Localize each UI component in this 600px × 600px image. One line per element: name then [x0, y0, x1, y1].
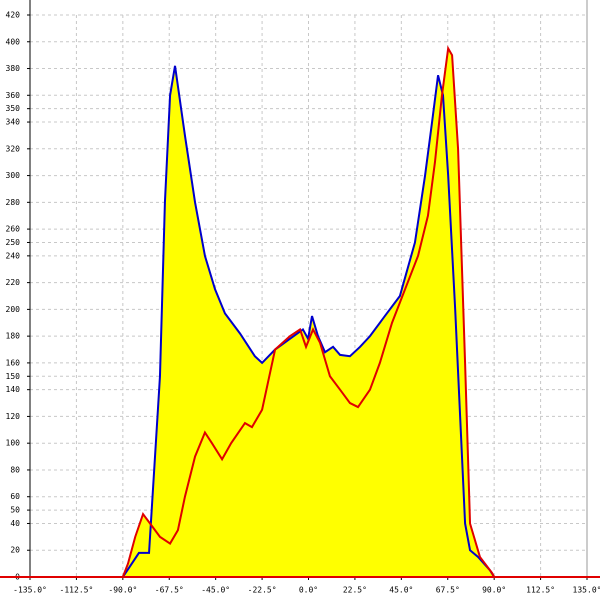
y-tick-label: 300: [6, 171, 21, 180]
x-tick-label: 67.5°: [436, 586, 460, 595]
y-tick-label: 240: [6, 251, 21, 260]
y-tick-label: 220: [6, 278, 21, 287]
y-tick-label: 320: [6, 144, 21, 153]
y-tick-label: 100: [6, 439, 21, 448]
x-tick-label: 22.5°: [343, 586, 367, 595]
y-tick-label: 380: [6, 64, 21, 73]
x-tick-label: -22.5°: [248, 586, 277, 595]
y-tick-label: 20: [10, 546, 20, 555]
y-tick-label: 420: [6, 11, 21, 20]
y-tick-label: 350: [6, 104, 21, 113]
y-tick-label: 250: [6, 238, 21, 247]
x-tick-label: 0.0°: [299, 586, 318, 595]
x-tick-label: -67.5°: [155, 586, 184, 595]
series-line: [122, 65, 496, 578]
y-tick-label: 280: [6, 198, 21, 207]
y-tick-label: 360: [6, 91, 21, 100]
x-tick-label: 112.5°: [526, 586, 555, 595]
x-tick-label: -135.0°: [13, 586, 47, 595]
x-tick-label: -112.5°: [60, 586, 94, 595]
y-tick-label: 50: [10, 506, 20, 515]
y-tick-label: 120: [6, 412, 21, 421]
y-tick-label: 200: [6, 305, 21, 314]
y-tick-label: 150: [6, 372, 21, 381]
y-tick-label: 40: [10, 519, 20, 528]
y-tick-label: 160: [6, 358, 21, 367]
x-tick-label: 90.0°: [482, 586, 506, 595]
y-tick-label: 400: [6, 37, 21, 46]
y-tick-label: 80: [10, 465, 20, 474]
y-tick-label: 260: [6, 225, 21, 234]
x-tick-label: -90.0°: [108, 586, 137, 595]
y-tick-label: 140: [6, 385, 21, 394]
y-tick-label: 60: [10, 492, 20, 501]
x-tick-label: 45.0°: [389, 586, 413, 595]
x-tick-label: 135.0°: [573, 586, 600, 595]
series-line: [121, 45, 496, 578]
y-tick-label: 340: [6, 118, 21, 127]
x-tick-label: -45.0°: [201, 586, 230, 595]
y-tick-label: 180: [6, 332, 21, 341]
area-fill: [122, 48, 495, 577]
